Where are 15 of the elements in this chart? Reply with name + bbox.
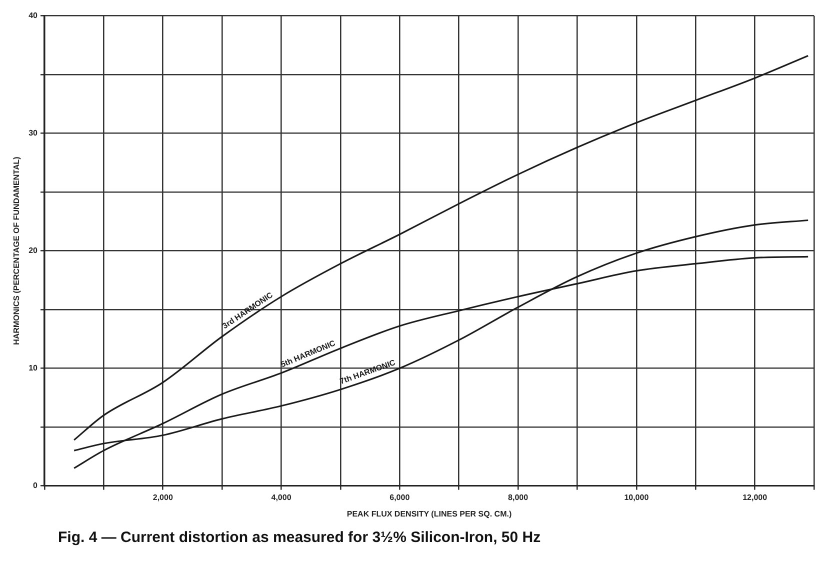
text: Fig. 4 — Current distortion as measured for 3½% Silicon-Iron, 50 Hz — [58, 529, 542, 546]
x-tick-label: 8,000 — [508, 492, 529, 502]
y-axis-title: HARMONICS (PERCENTAGE OF FUNDAMENTAL) — [12, 156, 22, 345]
y-tick-label: 10 — [28, 364, 38, 373]
x-axis-title: PEAK FLUX DENSITY (LINES PER SQ. CM.) — [346, 509, 512, 518]
y-tick-label: 0 — [33, 481, 38, 490]
line-series — [73, 54, 809, 441]
x-tick-label: 4,000 — [271, 492, 292, 502]
x-tick-label: 10,000 — [624, 492, 650, 502]
x-tick-label: 12,000 — [742, 492, 768, 502]
y-tick-label: 40 — [28, 11, 38, 20]
x-tick-label: 6,000 — [390, 492, 410, 502]
x-tick-label: 2,000 — [152, 492, 174, 502]
y-tick-label: 20 — [28, 246, 38, 256]
y-tick-label: 30 — [28, 128, 38, 138]
